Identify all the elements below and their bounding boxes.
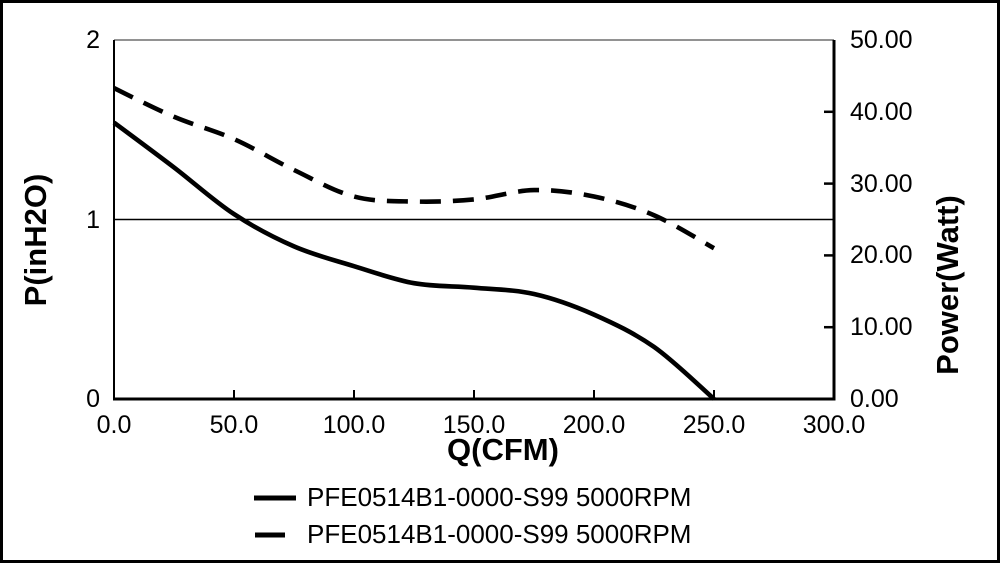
y-right-tick-label: 20.00 [850, 241, 913, 270]
x-axis-title: Q(CFM) [447, 432, 559, 467]
legend-item-dashed: PFE0514B1-0000-S99 5000RPM [253, 516, 691, 553]
x-tick-label: 50.0 [209, 411, 259, 439]
y-right-tick-label: 50.00 [850, 26, 913, 54]
y-left-tick-label: 1 [86, 205, 100, 234]
y-axis-left-title: P(inH2O) [18, 173, 53, 307]
series-curve-solid [112, 120, 716, 401]
y-axis-right-title: Power(Watt) [930, 195, 965, 375]
legend-item-label: PFE0514B1-0000-S99 5000RPM [307, 519, 692, 549]
x-tick-label: 150.0 [442, 411, 506, 439]
legend: PFE0514B1-0000-S99 5000RPM PFE0514B1-000… [253, 479, 691, 553]
series-curve-dashed [113, 86, 716, 251]
y-right-tick-label: 30.00 [850, 169, 913, 198]
x-tick-label: 200.0 [562, 411, 626, 439]
legend-item-solid: PFE0514B1-0000-S99 5000RPM [253, 479, 691, 516]
x-tick-label: 0.0 [96, 411, 132, 439]
x-tick-label: 300.0 [802, 411, 866, 439]
y-left-tick-label: 2 [86, 26, 100, 54]
y-right-tick-label: 40.00 [850, 97, 913, 126]
solid-line-swatch-icon [254, 495, 296, 500]
legend-item-label: PFE0514B1-0000-S99 5000RPM [307, 482, 692, 512]
dashed-line-swatch-icon [255, 532, 285, 537]
x-tick-label: 100.0 [322, 411, 386, 439]
y-right-tick-label: 10.00 [850, 313, 913, 342]
y-right-tick-label: 0.00 [850, 385, 899, 413]
y-left-tick-label: 0 [86, 385, 100, 413]
x-tick-label: 250.0 [682, 411, 746, 439]
plot-area [112, 39, 836, 401]
